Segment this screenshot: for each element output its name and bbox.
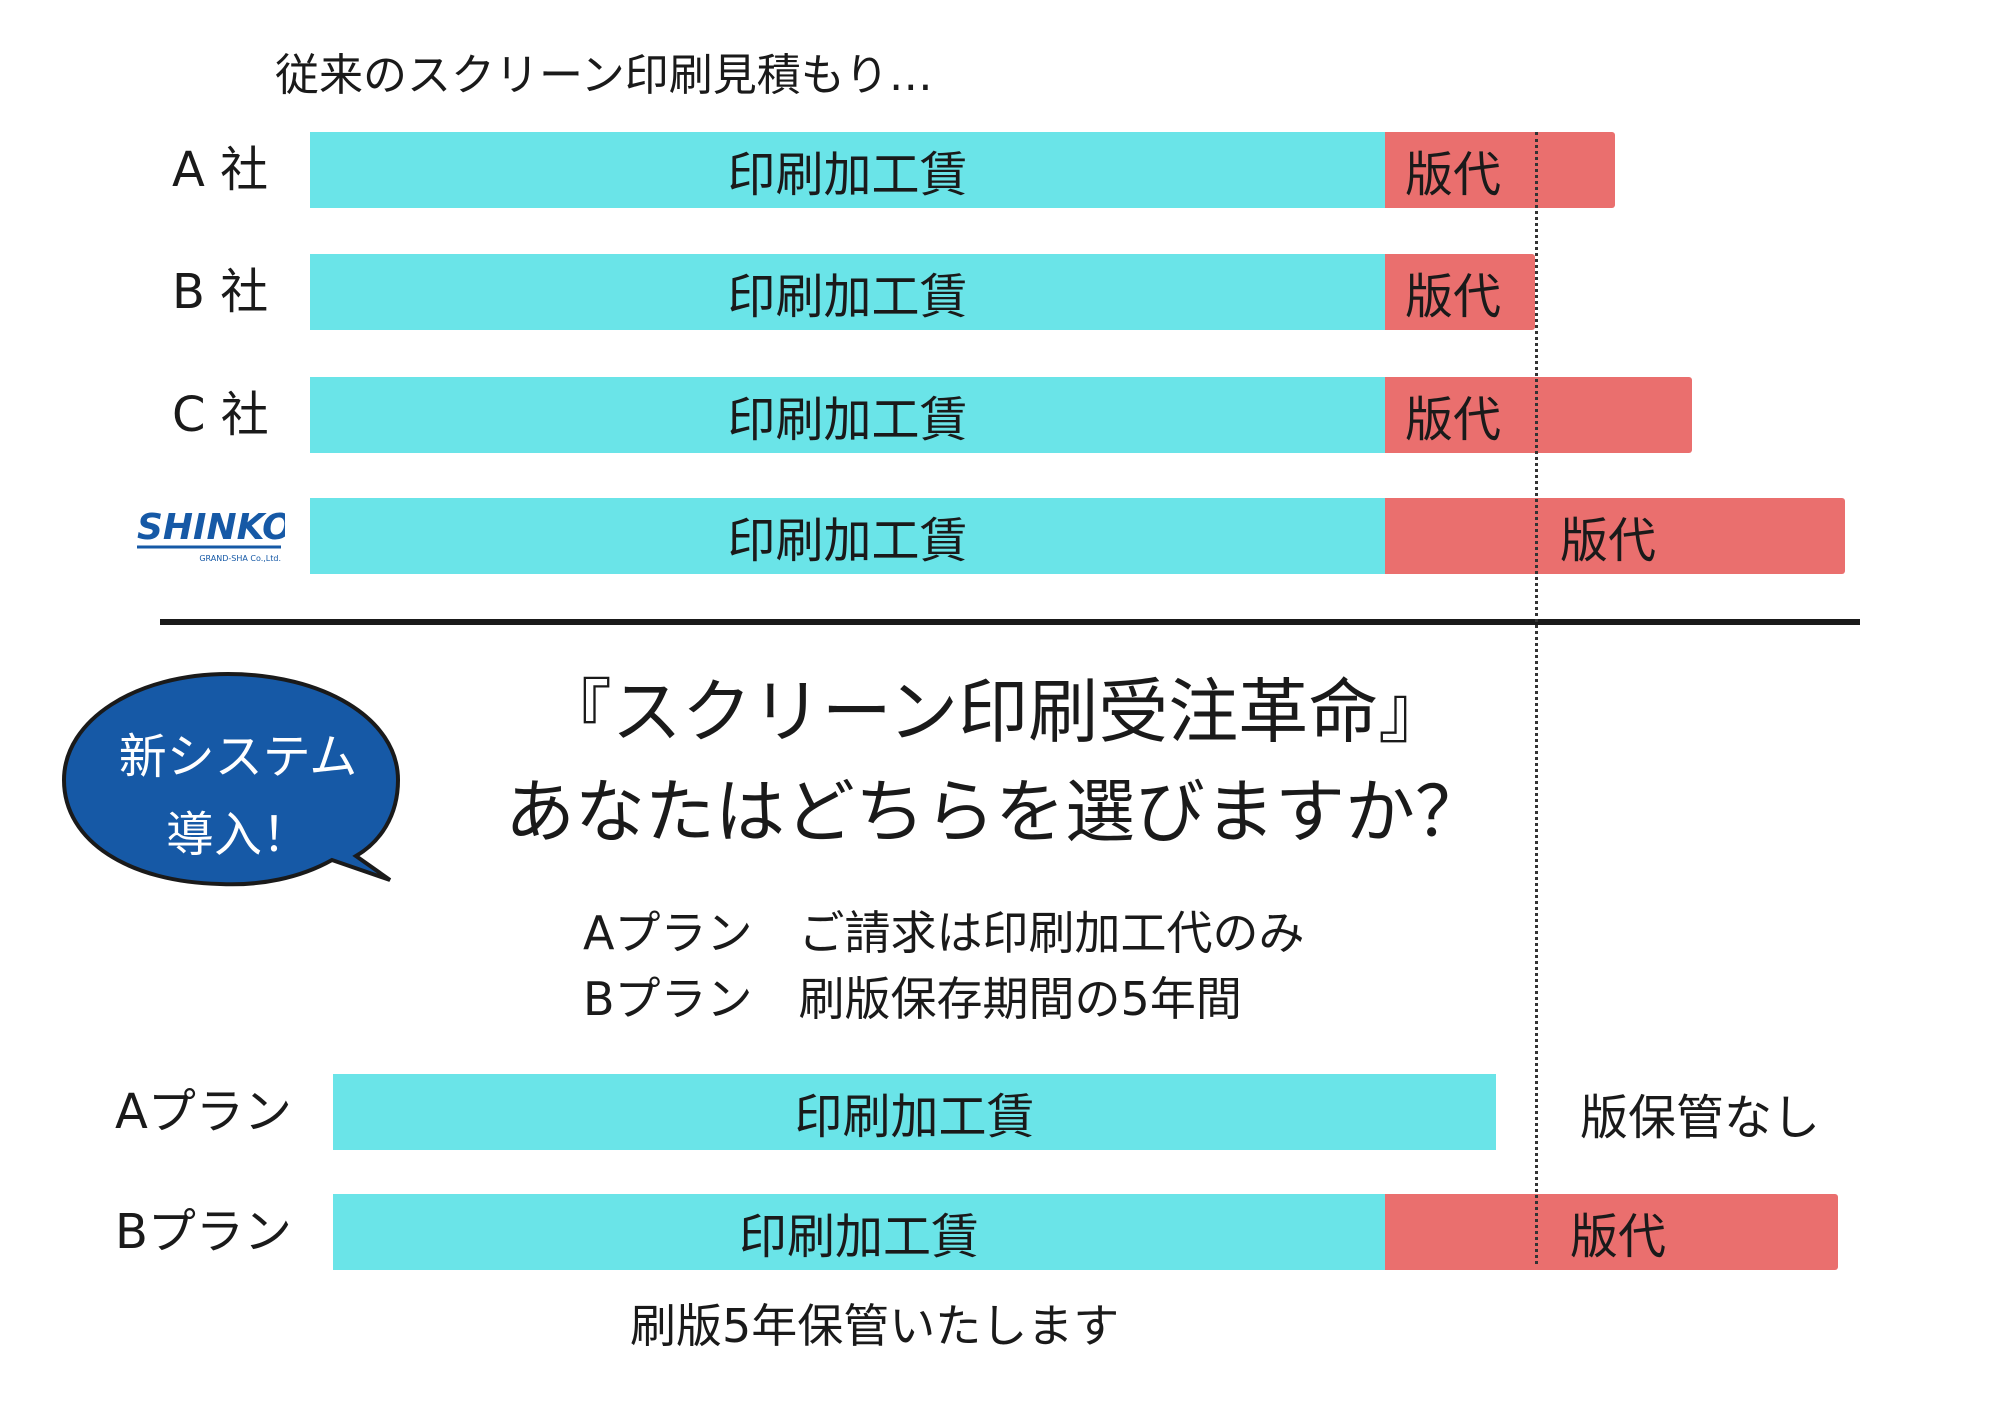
bar-label: 版代	[1405, 392, 1502, 448]
logo-name: SHINKO	[137, 507, 285, 548]
plan-b-description: Bプラン 刷版保存期間の5年間	[583, 972, 1242, 1026]
plate-fee-bar: 版代	[1385, 377, 1692, 453]
bar-label: 版代	[1405, 147, 1502, 203]
row-label: Aプラン	[115, 1084, 292, 1140]
b-plan-note: 刷版5年保管いたします	[630, 1299, 1120, 1353]
plan-a-description: Aプラン ご請求は印刷加工代のみ	[583, 906, 1305, 960]
bar-label: 印刷加工賃	[727, 147, 968, 203]
plate-fee-bar: 版代	[1385, 1194, 1838, 1270]
print-fee-bar: 印刷加工賃	[333, 1074, 1496, 1150]
bar-label: 印刷加工賃	[727, 269, 968, 325]
logo-sub: GRAND-SHA Co.,Ltd.	[199, 554, 281, 563]
shinko-logo: SHINKO GRAND-SHA Co.,Ltd.	[137, 507, 285, 563]
title-line-1: 『スクリーン印刷受注革命』	[541, 671, 1449, 753]
print-fee-bar: 印刷加工賃	[310, 498, 1385, 574]
bar-label: 印刷加工賃	[727, 392, 968, 448]
plate-fee-bar: 版代	[1385, 132, 1615, 208]
divider	[160, 619, 1860, 625]
print-fee-bar: 印刷加工賃	[310, 254, 1385, 330]
bar-label: 印刷加工賃	[794, 1089, 1035, 1145]
plate-fee-bar: 版代	[1385, 254, 1535, 330]
title-line-2: あなたはどちらを選びますか？	[505, 771, 1485, 853]
bar-label: 版代	[1570, 1209, 1667, 1265]
row-label: Bプラン	[115, 1204, 292, 1260]
print-fee-bar: 印刷加工賃	[310, 132, 1385, 208]
bar-label: 印刷加工賃	[738, 1209, 979, 1265]
bubble-line-1: 新システム	[118, 729, 358, 785]
plate-fee-bar: 版代	[1385, 498, 1845, 574]
bubble-text: 新システム 導入！	[88, 718, 388, 874]
a-plan-note: 版保管なし	[1580, 1090, 1821, 1146]
row-label: A 社	[172, 142, 269, 198]
row-label: C 社	[172, 387, 269, 443]
bar-label: 版代	[1560, 513, 1657, 569]
row-label: B 社	[172, 264, 269, 320]
print-fee-bar: 印刷加工賃	[310, 377, 1385, 453]
bar-label: 印刷加工賃	[727, 513, 968, 569]
reference-line	[1535, 132, 1538, 1264]
bubble-line-2: 導入！	[165, 807, 310, 863]
print-fee-bar: 印刷加工賃	[333, 1194, 1385, 1270]
heading: 従来のスクリーン印刷見積もり…	[275, 50, 933, 101]
bar-label: 版代	[1405, 269, 1502, 325]
speech-bubble	[61, 671, 401, 887]
